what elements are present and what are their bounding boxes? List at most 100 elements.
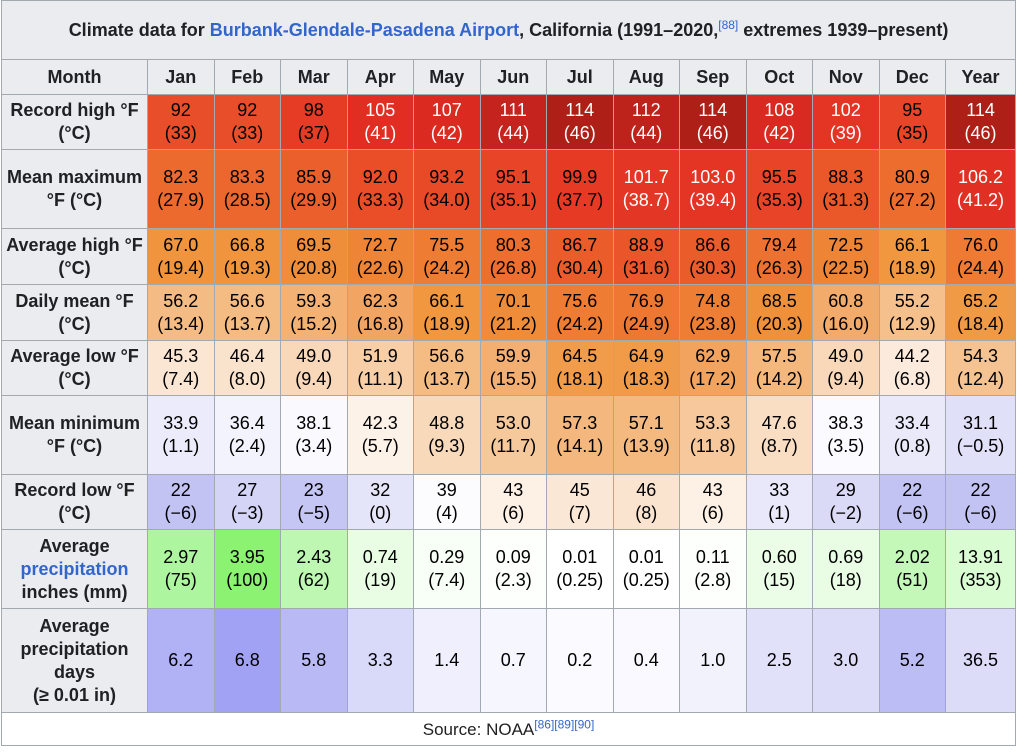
value-cell-jun: 95.1 (35.1) xyxy=(479,149,547,229)
fahrenheit-value: 80.3 xyxy=(495,234,531,255)
value-cell-jan: 33.9 (1.1) xyxy=(147,395,215,475)
metric-value: (12.4) xyxy=(957,369,1005,389)
value-cell-nov: 60.8 (16.0) xyxy=(812,284,880,341)
fahrenheit-value: 95.1 xyxy=(495,167,531,187)
record-high-row: Record high °F (°C) 92 (33) 92 (33) 98 (37) 105… xyxy=(1,94,1017,150)
value-cell-aug: 0.4 xyxy=(612,608,680,713)
row-label-part: inches (mm) xyxy=(21,581,128,602)
value-cell-jan: 45.3 (7.4) xyxy=(147,340,215,396)
fahrenheit-value: 114 xyxy=(966,100,995,120)
fahrenheit-value: 67.0 xyxy=(163,234,199,255)
metric-value: (2.8) xyxy=(694,570,732,590)
value-cell-nov: 102 (39) xyxy=(812,94,880,150)
fahrenheit-value: 95 xyxy=(902,100,923,120)
row-label: Record high °F (°C) xyxy=(1,94,148,150)
fahrenheit-value: 2.5 xyxy=(766,650,792,670)
metric-value: (7.4) xyxy=(428,570,466,590)
metric-value: (44) xyxy=(497,123,530,143)
value-cell-jul: 57.3 (14.1) xyxy=(546,395,614,475)
metric-value: (35.1) xyxy=(489,190,537,210)
value-cell-sep: 86.6 (30.3) xyxy=(679,228,747,285)
metric-value: (31.6) xyxy=(622,257,670,278)
metric-value: (−6) xyxy=(964,503,997,523)
metric-value: (−2) xyxy=(829,503,862,523)
fahrenheit-value: 88.3 xyxy=(828,167,864,187)
fahrenheit-value: 36.4 xyxy=(229,413,265,433)
precipitation-link[interactable]: precipitation xyxy=(20,558,129,579)
fahrenheit-value: 2.43 xyxy=(296,547,332,567)
fahrenheit-value: 42.3 xyxy=(362,413,398,433)
value-cell-feb: 46.4 (8.0) xyxy=(213,340,281,396)
fahrenheit-value: 107 xyxy=(431,100,462,120)
value-cell-may: 66.1 (18.9) xyxy=(413,284,481,341)
metric-value: (2.4) xyxy=(228,436,266,456)
row-label: Mean maximum °F (°C) xyxy=(1,149,148,229)
month-header-nov: Nov xyxy=(812,59,880,95)
value-cell-sep: 53.3 (11.8) xyxy=(679,395,747,475)
value-cell-mar: 23 (−5) xyxy=(280,474,348,530)
value-cell-jul: 75.6 (24.2) xyxy=(546,284,614,341)
value-cell-apr: 0.74 (19) xyxy=(346,529,414,609)
fahrenheit-value: 79.4 xyxy=(761,234,797,255)
source-label: Source: NOAA xyxy=(422,719,535,739)
value-cell-sep: 43 (6) xyxy=(679,474,747,530)
fahrenheit-value: 0.2 xyxy=(567,650,593,670)
value-cell-jul: 86.7 (30.4) xyxy=(546,228,614,285)
header-row: Month Jan Feb Mar Apr May Jun Jul Aug Sep Oct Nov D… xyxy=(1,59,1017,95)
fahrenheit-value: 43 xyxy=(702,480,723,500)
value-cell-oct: 68.5 (20.3) xyxy=(745,284,813,341)
fahrenheit-value: 112 xyxy=(631,100,661,120)
metric-value: (46) xyxy=(964,123,997,143)
source-references-link[interactable]: [86][89][90] xyxy=(534,716,595,731)
fahrenheit-value: 36.5 xyxy=(963,650,999,670)
fahrenheit-value: 49.0 xyxy=(828,346,864,366)
value-cell-oct: 2.5 xyxy=(745,608,813,713)
fahrenheit-value: 3.95 xyxy=(229,547,265,567)
row-label: Average low °F (°C) xyxy=(1,340,148,396)
fahrenheit-value: 6.8 xyxy=(234,650,260,670)
value-cell-nov: 72.5 (22.5) xyxy=(812,228,880,285)
metric-value: (5.7) xyxy=(361,436,399,456)
value-cell-mar: 85.9 (29.9) xyxy=(280,149,348,229)
fahrenheit-value: 44.2 xyxy=(894,346,930,366)
fahrenheit-value: 70.1 xyxy=(495,290,531,311)
value-cell-sep: 103.0 (39.4) xyxy=(679,149,747,229)
value-cell-sep: 74.8 (23.8) xyxy=(679,284,747,341)
month-header-aug: Aug xyxy=(612,59,680,95)
fahrenheit-value: 114 xyxy=(565,100,595,120)
fahrenheit-value: 46.4 xyxy=(229,346,265,366)
reference-88-link[interactable]: [88] xyxy=(718,17,739,32)
row-label-part: Average xyxy=(39,535,110,556)
metric-value: (0.25) xyxy=(556,570,604,590)
fahrenheit-value: 48.8 xyxy=(429,413,465,433)
fahrenheit-value: 0.60 xyxy=(761,547,797,567)
fahrenheit-value: 68.5 xyxy=(761,290,797,311)
fahrenheit-value: 59.3 xyxy=(296,290,332,311)
fahrenheit-value: 92 xyxy=(170,100,191,120)
metric-value: (18.1) xyxy=(556,369,604,389)
value-cell-aug: 76.9 (24.9) xyxy=(612,284,680,341)
metric-value: (8) xyxy=(635,503,658,523)
fahrenheit-value: 27 xyxy=(237,480,258,500)
fahrenheit-value: 60.8 xyxy=(828,290,864,311)
value-cell-oct: 0.60 (15) xyxy=(745,529,813,609)
metric-value: (16.8) xyxy=(356,313,404,334)
metric-value: (9.4) xyxy=(827,369,865,389)
fahrenheit-value: 22 xyxy=(902,480,923,500)
value-cell-nov: 29 (−2) xyxy=(812,474,880,530)
metric-value: (0.25) xyxy=(622,570,670,590)
fahrenheit-value: 0.09 xyxy=(495,547,531,567)
metric-value: (41.2) xyxy=(957,190,1005,210)
value-cell-mar: 2.43 (62) xyxy=(280,529,348,609)
metric-value: (17.2) xyxy=(689,369,737,389)
average-low-row: Average low °F (°C) 45.3 (7.4) 46.4 (8.0) 49.… xyxy=(1,340,1017,396)
airport-link[interactable]: Burbank-Glendale-Pasadena Airport xyxy=(209,19,520,40)
metric-value: (353) xyxy=(959,570,1002,590)
row-label-part: Average xyxy=(39,615,110,636)
fahrenheit-value: 82.3 xyxy=(163,167,199,187)
value-cell-apr: 105 (41) xyxy=(346,94,414,150)
value-cell-aug: 0.01 (0.25) xyxy=(612,529,680,609)
value-cell-year: 106.2 (41.2) xyxy=(944,149,1017,229)
metric-value: (35) xyxy=(896,123,929,143)
fahrenheit-value: 93.2 xyxy=(429,167,465,187)
